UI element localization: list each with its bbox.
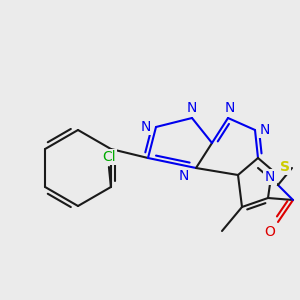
Text: N: N — [141, 120, 151, 134]
Text: S: S — [280, 160, 290, 174]
Text: N: N — [187, 101, 197, 115]
Text: N: N — [260, 123, 270, 137]
Text: Cl: Cl — [102, 150, 116, 164]
Text: O: O — [265, 225, 275, 239]
Text: N: N — [225, 101, 235, 115]
Text: N: N — [265, 170, 275, 184]
Text: N: N — [179, 169, 189, 183]
